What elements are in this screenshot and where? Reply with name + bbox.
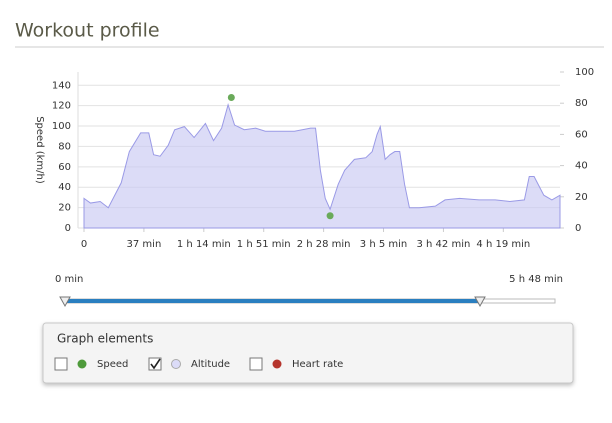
legend-dot <box>171 359 181 369</box>
y-axis-label: Speed (km/h) <box>34 116 45 184</box>
slider-start-label: 0 min <box>55 274 83 285</box>
slider-range <box>65 299 480 303</box>
y2-tick-label: 40 <box>575 161 588 172</box>
x-tick-label: 3 h 42 min <box>417 239 471 250</box>
slider-end-label: 5 h 48 min <box>509 274 563 285</box>
speed-point <box>326 212 334 220</box>
checkbox[interactable] <box>249 357 263 371</box>
x-tick-label: 4 h 19 min <box>476 239 530 250</box>
x-tick-label: 2 h 28 min <box>297 239 351 250</box>
y-tick-label: 40 <box>58 182 71 193</box>
y2-tick-label: 80 <box>575 98 588 109</box>
plot: 0 20 40 60 80 100 120 140 0 20 40 60 80 100 0 37 min 1 h… <box>52 67 594 250</box>
y2-tick-label: 20 <box>575 192 588 203</box>
slider-handle-end[interactable] <box>474 296 486 308</box>
y2-tick-label: 60 <box>575 129 588 140</box>
x-tick-label: 0 <box>81 239 87 250</box>
x-tick-label: 3 h 5 min <box>360 239 407 250</box>
graph-element-items: Speed Altitude Heart rate <box>54 357 343 371</box>
speed-point <box>227 93 235 101</box>
y2-tick-label: 100 <box>575 67 594 78</box>
legend-label: Altitude <box>191 359 230 370</box>
y-tick-label: 140 <box>52 80 71 91</box>
x-tick-label: 37 min <box>127 239 162 250</box>
panel-title: Graph elements <box>57 332 153 346</box>
y2-tick-label: 0 <box>575 223 581 234</box>
altitude-area <box>83 103 561 229</box>
y-tick-label: 60 <box>58 162 71 173</box>
legend-label: Speed <box>97 359 128 370</box>
y-tick-label: 80 <box>58 141 71 152</box>
y-tick-label: 20 <box>58 203 71 214</box>
slider-handle-start[interactable] <box>59 296 71 308</box>
legend-dot <box>77 359 87 369</box>
y-tick-label: 0 <box>65 223 71 234</box>
checkmark <box>150 358 161 370</box>
checkbox[interactable] <box>54 357 68 371</box>
legend-label: Heart rate <box>292 359 343 370</box>
y-tick-label: 100 <box>52 121 71 132</box>
y-tick-label: 120 <box>52 101 71 112</box>
legend-dot <box>272 359 282 369</box>
page-title: Workout profile <box>15 20 160 42</box>
x-tick-label: 1 h 14 min <box>177 239 231 250</box>
x-tick-label: 1 h 51 min <box>237 239 291 250</box>
